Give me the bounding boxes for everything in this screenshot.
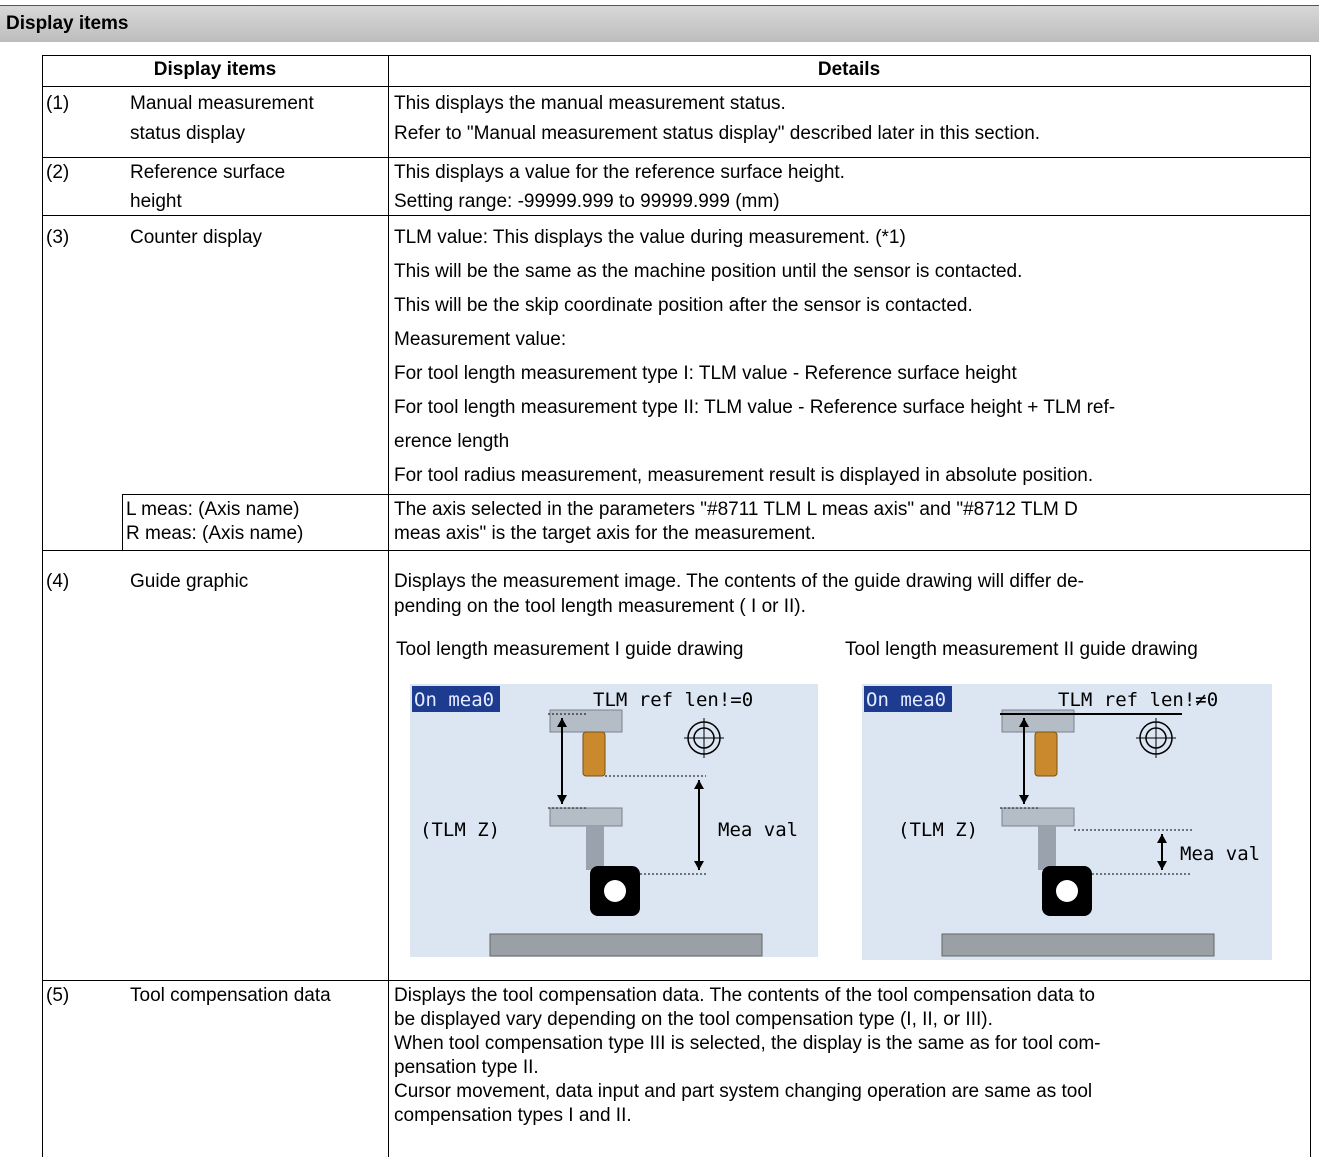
item-name: status display xyxy=(130,123,246,144)
detail-line: be displayed vary depending on the tool … xyxy=(394,1009,993,1030)
detail-line: pending on the tool length measurement (… xyxy=(394,596,806,617)
item-number: (3) xyxy=(46,227,70,248)
detail-line: Refer to "Manual measurement status disp… xyxy=(394,123,1041,144)
guide-drawing: On mea0 TLM ref len!≠0 (TLM Z) Mea val xyxy=(862,684,1272,960)
column-header: Display items xyxy=(153,59,277,80)
column-header: Details xyxy=(817,59,881,80)
ref-text: TLM ref len!≠0 xyxy=(1058,689,1218,711)
sensor-top xyxy=(549,807,623,827)
ref-text: TLM ref len!=0 xyxy=(593,689,753,711)
status-highlight xyxy=(864,686,952,712)
detail-line: meas axis" is the target axis for the me… xyxy=(394,523,816,544)
table-border xyxy=(122,494,123,550)
detail-line: Measurement value: xyxy=(394,329,567,350)
table-border xyxy=(1310,55,1311,1157)
item-number: (5) xyxy=(46,985,70,1006)
item-name: Counter display xyxy=(130,227,263,248)
section-header: Display items xyxy=(0,5,1319,42)
item-name: R meas: (Axis name) xyxy=(126,523,304,544)
table-border xyxy=(42,980,1311,981)
sensor-stem xyxy=(586,826,604,870)
table-border xyxy=(42,157,1311,158)
table-border xyxy=(122,494,1310,495)
arrow-head xyxy=(1157,834,1167,870)
tool xyxy=(582,731,606,777)
table-border xyxy=(388,55,389,1157)
item-name: height xyxy=(130,191,182,212)
value-text: Mea val xyxy=(1180,843,1260,865)
detail-line: Displays the tool compensation data. The… xyxy=(394,985,1095,1006)
status-text: On mea0 xyxy=(866,689,946,711)
detail-line: This will be the skip coordinate positio… xyxy=(394,295,973,316)
item-name: Tool compensation data xyxy=(130,985,331,1006)
axis-text: (TLM Z) xyxy=(420,819,500,841)
detail-line: pensation type II. xyxy=(394,1057,539,1078)
figure-caption: Tool length measurement I guide drawing xyxy=(396,639,744,660)
detail-line: erence length xyxy=(394,431,510,452)
detail-line: The axis selected in the parameters "#87… xyxy=(394,499,1078,520)
item-number: (2) xyxy=(46,162,70,183)
arrow-head xyxy=(694,780,704,870)
item-number: (1) xyxy=(46,93,70,114)
detail-line: TLM value: This displays the value durin… xyxy=(394,227,906,248)
sensor-stem xyxy=(1038,826,1056,870)
sensor-top xyxy=(1001,807,1075,827)
detail-line: For tool length measurement type II: TLM… xyxy=(394,397,1116,418)
axis-text: (TLM Z) xyxy=(898,819,978,841)
detail-line: For tool length measurement type I: TLM … xyxy=(394,363,1017,384)
detail-line: This will be the same as the machine pos… xyxy=(394,261,1023,282)
detail-line: Cursor movement, data input and part sys… xyxy=(394,1081,1093,1102)
floor xyxy=(941,933,1215,957)
status-highlight xyxy=(412,686,500,712)
sensor-hole xyxy=(604,880,626,902)
section-title: Display items xyxy=(6,13,129,34)
floor xyxy=(489,933,763,957)
arrow-head xyxy=(557,718,567,804)
detail-line: For tool radius measurement, measurement… xyxy=(394,465,1094,486)
detail-line: Setting range: -99999.999 to 99999.999 (… xyxy=(394,191,780,212)
detail-line: This displays the manual measurement sta… xyxy=(394,93,786,114)
item-name: Reference surface xyxy=(130,162,286,183)
table-border xyxy=(42,55,43,1157)
detail-line: compensation types I and II. xyxy=(394,1105,632,1126)
table-border xyxy=(42,55,1311,56)
tool xyxy=(1034,731,1058,777)
item-name: L meas: (Axis name) xyxy=(126,499,300,520)
item-name: Manual measurement xyxy=(130,93,314,114)
item-number: (4) xyxy=(46,571,70,592)
value-text: Mea val xyxy=(718,819,798,841)
detail-line: This displays a value for the reference … xyxy=(394,162,845,183)
table-border xyxy=(42,550,1311,551)
sensor-hole xyxy=(1056,880,1078,902)
status-text: On mea0 xyxy=(414,689,494,711)
detail-line: Displays the measurement image. The cont… xyxy=(394,571,1084,592)
table-border xyxy=(42,86,1311,87)
figure-caption: Tool length measurement II guide drawing xyxy=(845,639,1198,660)
arrow-head xyxy=(1019,718,1029,804)
detail-line: When tool compensation type III is selec… xyxy=(394,1033,1101,1054)
table-border xyxy=(42,215,1311,216)
item-name: Guide graphic xyxy=(130,571,249,592)
guide-drawing: On mea0 TLM ref len!=0 (TLM Z) Mea val xyxy=(410,684,818,957)
